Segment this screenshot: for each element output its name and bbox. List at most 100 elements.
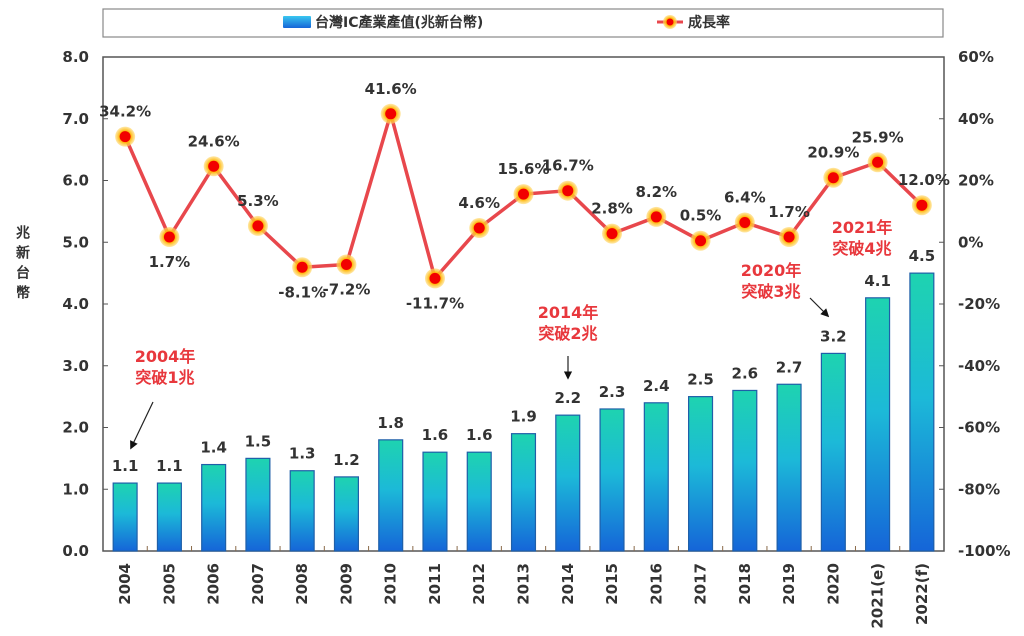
x-tick-label: 2019 <box>780 563 798 605</box>
growth-marker-2009 <box>340 258 352 270</box>
x-tick-label: 2022(f) <box>913 563 931 625</box>
y-left-tick-label: 7.0 <box>62 110 89 128</box>
x-tick-label: 2004 <box>116 563 134 605</box>
x-tick-label: 2010 <box>382 563 400 605</box>
y-right-tick-label: 20% <box>958 172 994 190</box>
bar-2019 <box>776 383 802 552</box>
annotation-text: 2020年 <box>741 261 802 280</box>
bar-2017 <box>688 396 714 552</box>
legend-label-line: 成長率 <box>688 14 730 31</box>
bar-value-label: 1.6 <box>466 426 493 444</box>
y-right-tick-label: -40% <box>958 357 1000 375</box>
y-right-tick-label: 0% <box>958 233 983 251</box>
growth-marker-2020 <box>827 172 839 184</box>
growth-value-label: 1.7% <box>149 253 191 271</box>
bar-2007 <box>245 457 271 552</box>
growth-value-label: 5.3% <box>237 192 279 210</box>
y-right-tick-label: -20% <box>958 295 1000 313</box>
growth-marker-2004 <box>119 131 131 143</box>
bar-value-label: 1.4 <box>200 439 227 457</box>
y-right-tick-label: 60% <box>958 48 994 66</box>
bar-2008 <box>289 470 315 552</box>
y-left-tick-label: 1.0 <box>62 480 89 498</box>
bar-value-label: 4.1 <box>864 272 891 290</box>
annotation-text: 突破1兆 <box>135 368 194 387</box>
annotation-text: 2014年 <box>538 303 599 322</box>
bar-value-label: 2.7 <box>776 358 803 376</box>
bar-2013 <box>510 433 537 552</box>
bar-2018 <box>732 389 758 552</box>
legend: 台灣IC產業產值(兆新台幣) 成長率 <box>102 8 944 38</box>
bar-value-label: 1.3 <box>289 445 316 463</box>
bar-value-label: 2.6 <box>732 364 759 382</box>
growth-marker-2005 <box>163 231 175 243</box>
growth-value-label: 0.5% <box>680 207 722 225</box>
y-left-tick-label: 0.0 <box>62 542 89 560</box>
bar-2021(e) <box>865 297 891 552</box>
bar-2012 <box>466 451 492 552</box>
growth-value-label: 25.9% <box>852 128 904 146</box>
y-left-tick-label: 6.0 <box>62 172 89 190</box>
growth-value-label: -11.7% <box>406 294 464 312</box>
x-tick-label: 2006 <box>205 563 223 605</box>
legend-label-bar: 台灣IC產業產值(兆新台幣) <box>315 14 483 31</box>
x-tick-label: 2014 <box>559 563 577 605</box>
x-tick-label: 2009 <box>337 563 355 605</box>
annotation-text: 2021年 <box>832 218 893 237</box>
growth-marker-2014 <box>562 185 574 197</box>
growth-marker-2018 <box>739 216 751 228</box>
growth-value-label: 8.2% <box>635 183 677 201</box>
bar-value-label: 2.4 <box>643 377 670 395</box>
bar-2020 <box>820 352 846 552</box>
x-tick-label: 2013 <box>515 563 533 605</box>
annotation-arrow-icon <box>130 401 154 450</box>
x-tick-label: 2016 <box>647 563 665 605</box>
bar-value-label: 1.1 <box>156 457 183 475</box>
bar-2010 <box>378 439 404 552</box>
growth-value-label: -8.1% <box>278 283 326 301</box>
x-tick-label: 2018 <box>736 563 754 605</box>
y-left-tick-label: 4.0 <box>62 295 89 313</box>
growth-value-label: 12.0% <box>898 171 950 189</box>
x-tick-label: 2015 <box>603 563 621 605</box>
growth-value-label: 24.6% <box>188 132 240 150</box>
x-tick-label: 2020 <box>824 563 842 605</box>
annotation-text: 突破3兆 <box>741 282 800 301</box>
growth-value-label: 15.6% <box>497 160 549 178</box>
bar-2005 <box>156 482 182 552</box>
bar-2006 <box>201 463 227 552</box>
bar-value-label: 1.6 <box>422 426 449 444</box>
bar-value-label: 1.1 <box>112 457 139 475</box>
growth-marker-2011 <box>429 272 441 284</box>
annotation-text: 2004年 <box>135 347 196 366</box>
bar-2022(f) <box>909 272 935 552</box>
bar-value-label: 1.9 <box>510 408 537 426</box>
growth-marker-2021(e) <box>872 156 884 168</box>
growth-marker-2007 <box>252 220 264 232</box>
bar-value-label: 1.8 <box>377 414 404 432</box>
x-tick-label: 2005 <box>160 563 178 605</box>
bar-value-label: 2.5 <box>687 371 714 389</box>
growth-value-label: 34.2% <box>99 103 151 121</box>
bar-2016 <box>643 402 669 552</box>
x-tick-label: 2008 <box>293 563 311 605</box>
growth-value-label: 16.7% <box>542 157 594 175</box>
bar-value-label: 3.2 <box>820 327 847 345</box>
y-left-tick-label: 5.0 <box>62 233 89 251</box>
growth-marker-2013 <box>518 188 529 200</box>
growth-marker-2016 <box>650 211 662 223</box>
annotation-arrow-icon <box>809 297 830 318</box>
bar-2014 <box>555 414 581 552</box>
y-axis-left-title-text: 兆新台幣 <box>14 225 30 305</box>
growth-marker-2008 <box>296 261 308 273</box>
x-tick-label: 2012 <box>470 563 488 605</box>
bar-value-label: 1.2 <box>333 451 360 469</box>
growth-value-label: 1.7% <box>768 203 810 221</box>
x-tick-label: 2017 <box>692 563 710 605</box>
growth-marker-2022(f) <box>916 199 928 211</box>
x-tick-label: 2021(e) <box>869 563 887 629</box>
bar-2015 <box>599 408 625 552</box>
